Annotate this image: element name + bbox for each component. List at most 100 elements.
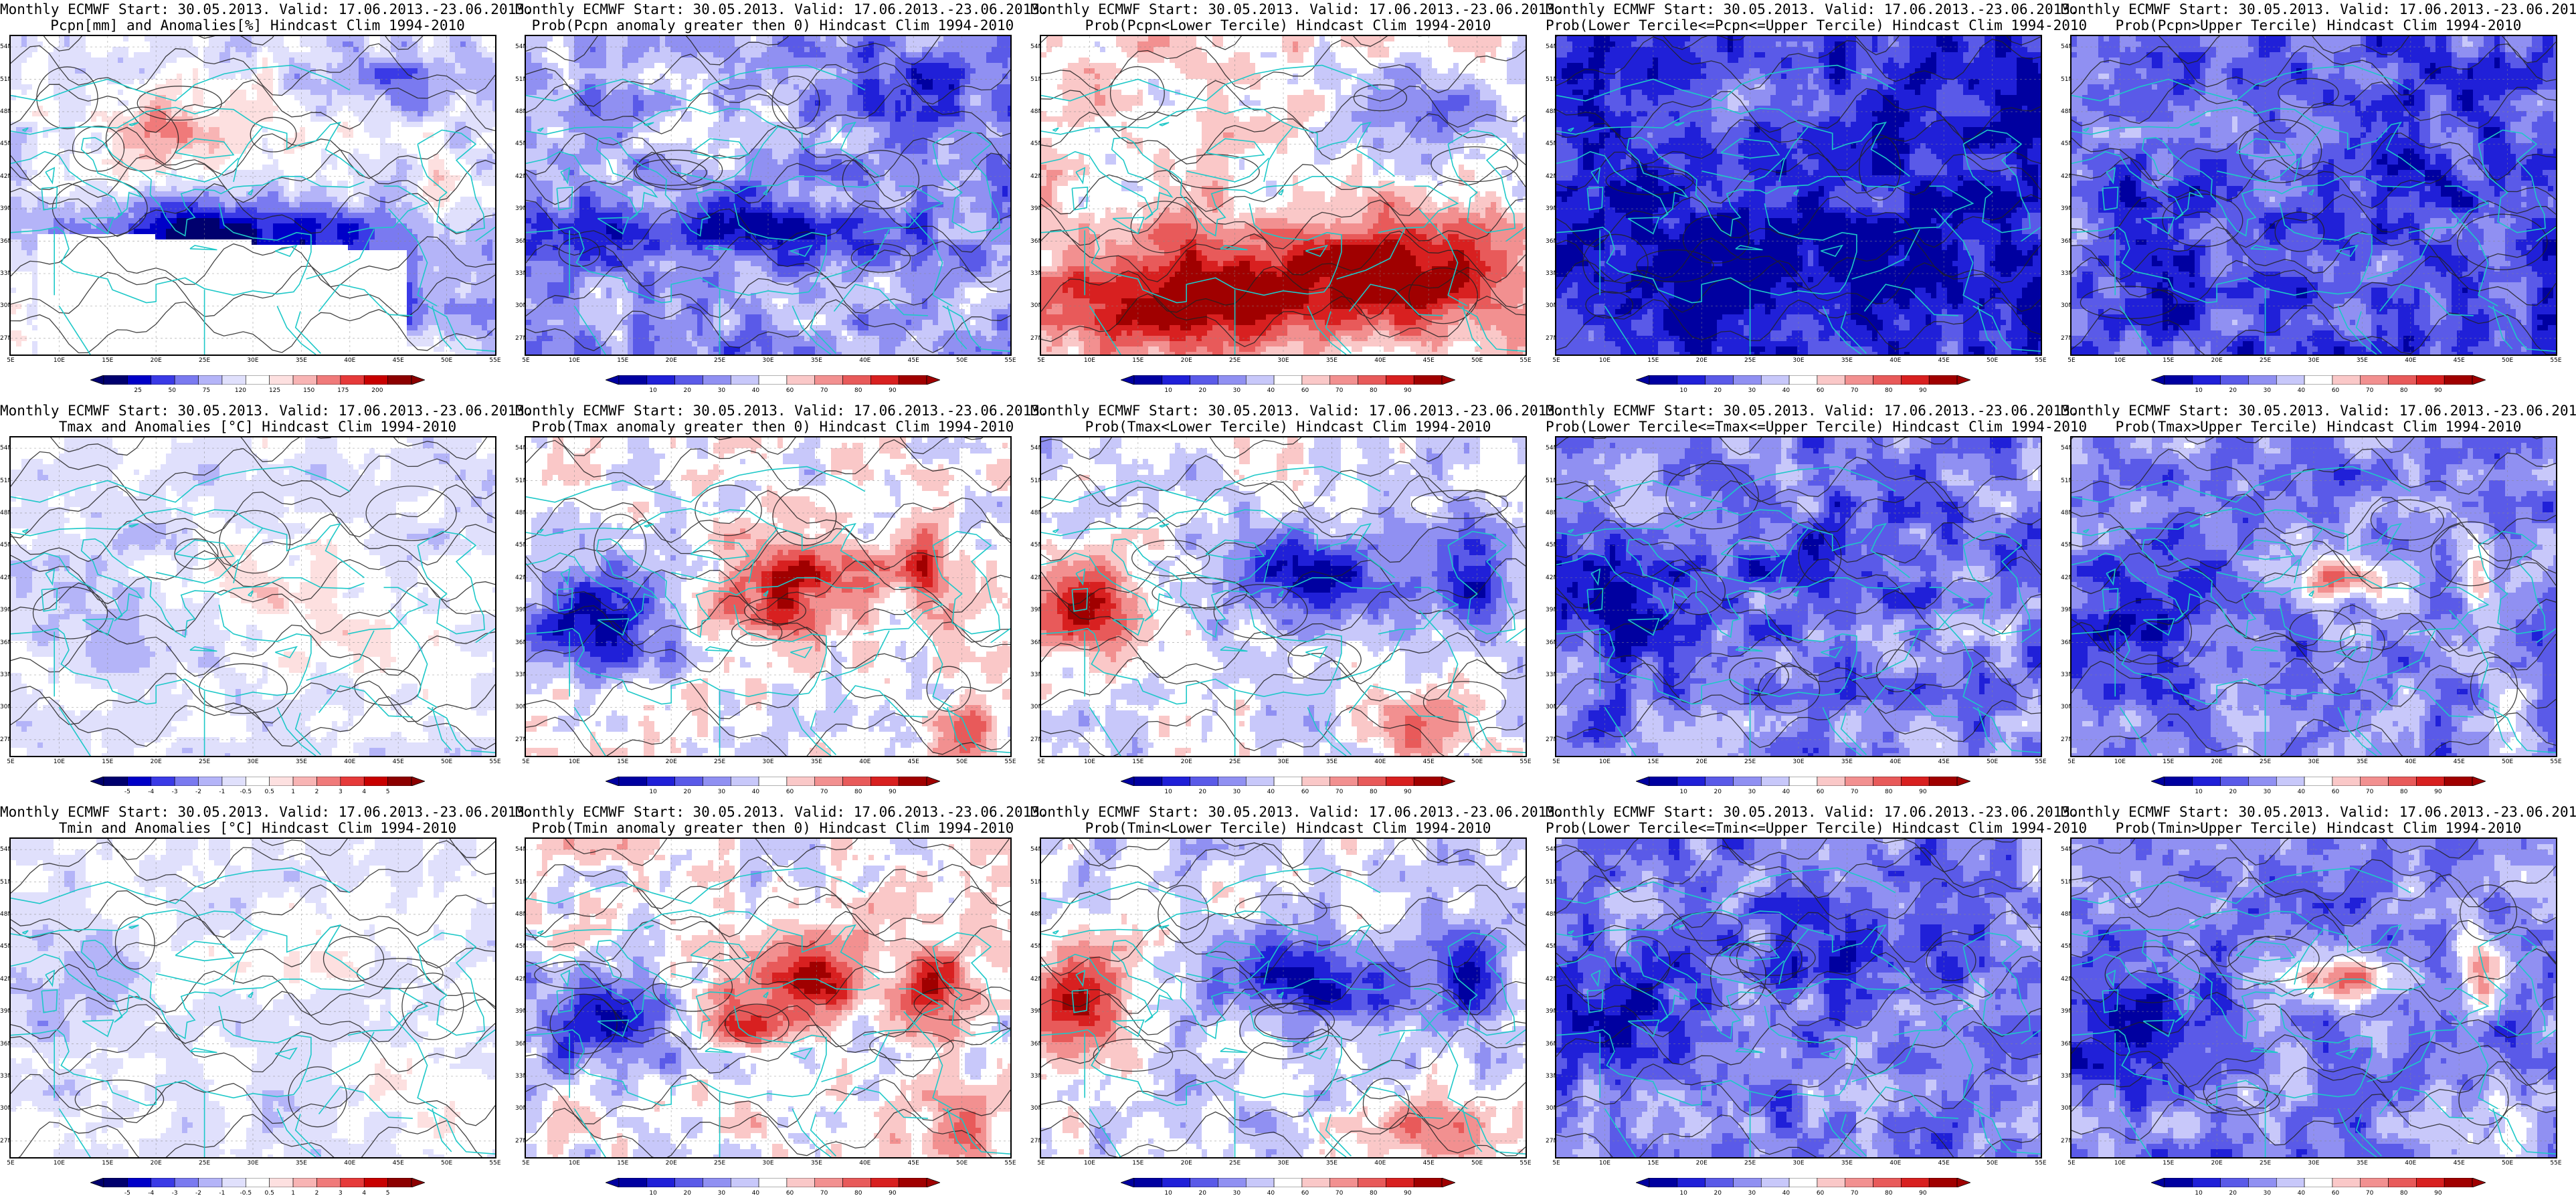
latitude-tick-label: 54N	[1546, 43, 1555, 50]
latitude-tick-label: 36N	[0, 1041, 9, 1047]
colorbar-tick-label: 25	[134, 387, 141, 394]
longitude-tick-label: 10E	[54, 759, 65, 765]
panel-title-line1: Monthly ECMWF Start: 30.05.2013. Valid: …	[1546, 1, 2061, 17]
longitude-tick-label: 5E	[522, 759, 529, 765]
panel-title: Monthly ECMWF Start: 30.05.2013. Valid: …	[1030, 804, 1546, 836]
latitude-tick-label: 54N	[515, 846, 525, 853]
colorbar-tick-label: 80	[1370, 387, 1377, 394]
colorbar-tick-label: 30	[1748, 387, 1756, 394]
latitude-tick-label: 33N	[1030, 1073, 1040, 1080]
longitude-tick-label: 50E	[1471, 759, 1483, 765]
colorbar	[1636, 777, 1970, 786]
longitude-tick-label: 50E	[1987, 759, 1998, 765]
colorbar-tick-label: 70	[2366, 387, 2373, 394]
latitude-tick-label: 51N	[2061, 76, 2070, 83]
latitude-tick-label: 36N	[1546, 1041, 1555, 1047]
longitude-tick-label: 10E	[569, 357, 580, 364]
colorbar-tick-label: 20	[1714, 1190, 1721, 1197]
colorbar-tick-label: 10	[1164, 1190, 1172, 1197]
latitude-tick-label: 42N	[0, 575, 9, 581]
colorbar	[1121, 777, 1455, 786]
longitude-tick-label: 35E	[296, 357, 307, 364]
longitude-tick-label: 20E	[151, 1160, 162, 1167]
longitude-tick-label: 30E	[2308, 1160, 2319, 1167]
colorbar-tick-label: 20	[1198, 387, 1206, 394]
colorbar-tick-label: 5	[386, 1190, 390, 1197]
longitude-tick-label: 30E	[2308, 759, 2319, 765]
colorbar-tick-label: 3	[339, 789, 343, 795]
colorbar-tick-label: 20	[1198, 1190, 1206, 1197]
colorbar-tick-label: 90	[2434, 387, 2442, 394]
latitude-tick-label: 54N	[1030, 846, 1040, 853]
colorbar-tick-label: 10	[1679, 789, 1687, 795]
longitude-tick-label: 55E	[1004, 357, 1016, 364]
colorbar	[1636, 375, 1970, 385]
latitude-tick-label: 33N	[1546, 1073, 1555, 1080]
colorbar-tick-label: 90	[1404, 387, 1411, 394]
colorbar-tick-label: 70	[1851, 387, 1858, 394]
colorbar-tick-label: 0.5	[265, 1190, 274, 1197]
longitude-tick-label: 15E	[2163, 357, 2174, 364]
longitude-tick-label: 25E	[2260, 357, 2271, 364]
latitude-tick-label: 48N	[1030, 510, 1040, 516]
colorbar	[90, 1178, 425, 1187]
longitude-tick-label: 10E	[569, 1160, 580, 1167]
longitude-tick-label: 15E	[1647, 1160, 1659, 1167]
longitude-tick-label: 35E	[811, 357, 822, 364]
latitude-tick-label: 30N	[515, 704, 525, 710]
longitude-tick-label: 5E	[2067, 759, 2075, 765]
panel-title: Monthly ECMWF Start: 30.05.2013. Valid: …	[0, 804, 515, 836]
panel-title-line2: Prob(Lower Tercile<=Pcpn<=Upper Tercile)…	[1546, 17, 2061, 33]
longitude-tick-label: 55E	[1520, 1160, 1531, 1167]
forecast-panel: Monthly ECMWF Start: 30.05.2013. Valid: …	[1546, 401, 2061, 803]
latitude-tick-label: 51N	[515, 478, 525, 484]
colorbar-tick-label: 2	[315, 1190, 319, 1197]
colorbar-tick-label: 40	[1782, 1190, 1790, 1197]
latitude-tick-label: 51N	[2061, 478, 2070, 484]
longitude-tick-label: 10E	[2114, 759, 2126, 765]
latitude-tick-label: 36N	[1546, 639, 1555, 646]
longitude-tick-label: 10E	[569, 759, 580, 765]
colorbar-tick-label: 150	[303, 387, 314, 394]
colorbar-tick-label: 80	[1885, 387, 1892, 394]
longitude-tick-label: 20E	[151, 357, 162, 364]
panel-title: Monthly ECMWF Start: 30.05.2013. Valid: …	[2061, 804, 2576, 836]
latitude-tick-label: 48N	[1030, 911, 1040, 918]
longitude-tick-label: 55E	[489, 759, 500, 765]
longitude-tick-label: 50E	[1471, 357, 1483, 364]
panel-title-line1: Monthly ECMWF Start: 30.05.2013. Valid: …	[2061, 804, 2576, 820]
latitude-tick-label: 30N	[0, 704, 9, 710]
panel-title-line1: Monthly ECMWF Start: 30.05.2013. Valid: …	[1546, 403, 2061, 419]
forecast-panel: Monthly ECMWF Start: 30.05.2013. Valid: …	[1546, 803, 2061, 1204]
latitude-tick-label: 39N	[515, 607, 525, 613]
longitude-tick-label: 50E	[956, 1160, 968, 1167]
colorbar-tick-label: 20	[2229, 387, 2236, 394]
longitude-tick-label: 55E	[1004, 759, 1016, 765]
colorbar-tick-label: -1	[219, 1190, 225, 1197]
panel-title-line2: Tmin and Anomalies [°C] Hindcast Clim 19…	[0, 820, 515, 836]
longitude-tick-label: 40E	[1890, 357, 1901, 364]
longitude-tick-label: 15E	[102, 1160, 113, 1167]
map-field-svg	[2072, 36, 2556, 355]
colorbar-tick-label: 20	[1198, 789, 1206, 795]
longitude-tick-label: 45E	[1938, 759, 1950, 765]
longitude-tick-label: 50E	[441, 1160, 452, 1167]
map-field-svg	[526, 36, 1010, 355]
panel-title-line1: Monthly ECMWF Start: 30.05.2013. Valid: …	[0, 804, 515, 820]
longitude-tick-label: 30E	[762, 759, 773, 765]
latitude-tick-label: 42N	[1030, 575, 1040, 581]
colorbar-tick-label: 80	[854, 387, 862, 394]
latitude-tick-label: 54N	[0, 43, 9, 50]
colorbar-tick-label: 70	[820, 387, 828, 394]
forecast-panel: Monthly ECMWF Start: 30.05.2013. Valid: …	[515, 0, 1030, 401]
longitude-tick-label: 25E	[199, 357, 210, 364]
longitude-tick-label: 25E	[714, 759, 725, 765]
latitude-tick-label: 36N	[2061, 1041, 2070, 1047]
panel-title: Monthly ECMWF Start: 30.05.2013. Valid: …	[1030, 403, 1546, 435]
latitude-tick-label: 48N	[2061, 510, 2070, 516]
latitude-tick-label: 42N	[515, 575, 525, 581]
longitude-tick-label: 35E	[811, 1160, 822, 1167]
latitude-tick-label: 39N	[1546, 607, 1555, 613]
forecast-map	[525, 436, 1012, 757]
colorbar	[90, 375, 425, 385]
